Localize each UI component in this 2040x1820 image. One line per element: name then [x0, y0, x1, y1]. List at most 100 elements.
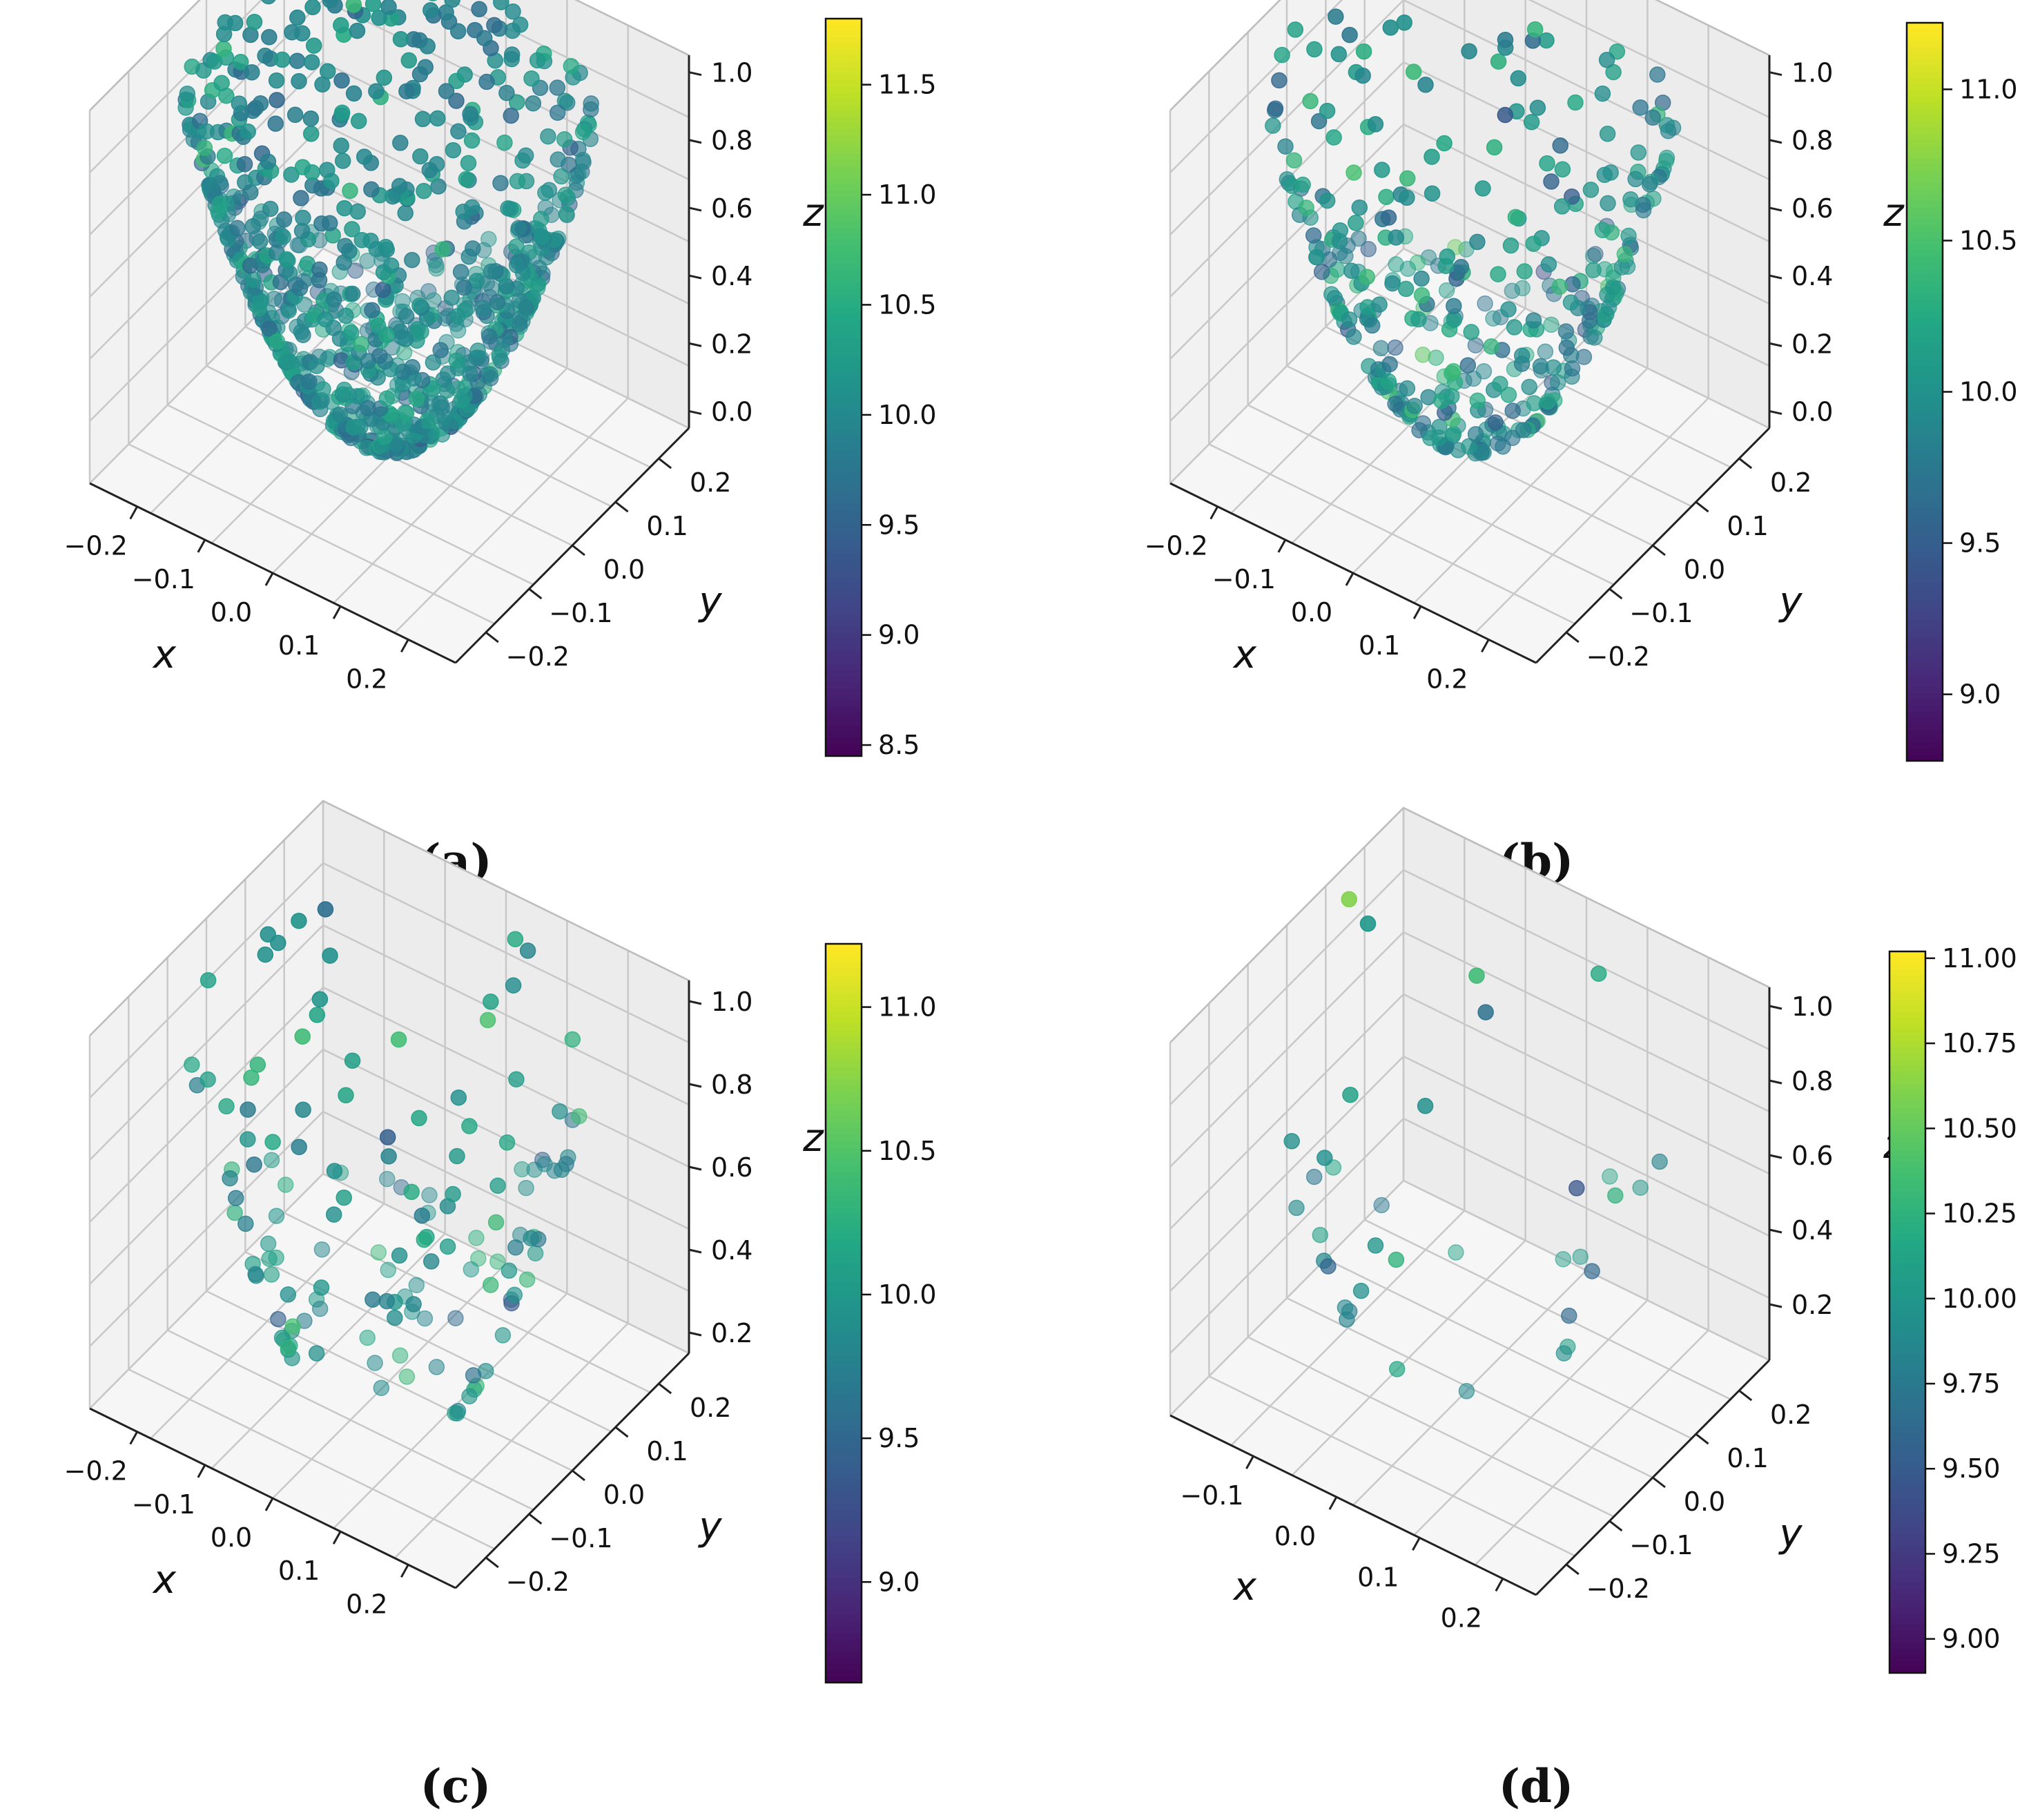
y-tick-label: −0.1 — [549, 598, 612, 628]
colorbar-segment — [826, 1141, 862, 1148]
colorbar-segment — [826, 583, 862, 591]
scatter-point — [212, 175, 229, 191]
scatter-point — [283, 166, 300, 183]
scatter-point — [284, 1318, 301, 1335]
colorbar-segment — [826, 338, 862, 345]
scatter-point — [507, 1239, 524, 1256]
z-tick — [688, 1165, 702, 1171]
colorbar-segment — [1907, 755, 1943, 762]
scatter-point — [263, 1266, 280, 1283]
scatter-point — [242, 184, 259, 201]
scatter-point — [1529, 99, 1546, 116]
scatter-point — [1490, 266, 1506, 282]
scatter-point — [523, 1230, 539, 1247]
colorbar-segment — [1890, 1137, 1925, 1145]
scatter-point — [1341, 26, 1358, 43]
colorbar-segment — [1907, 269, 1943, 276]
y-tick — [485, 1556, 499, 1569]
scatter-point — [443, 289, 460, 306]
scatter-point — [397, 204, 414, 222]
colorbar-segment — [826, 670, 862, 677]
colorbar-segment — [826, 1498, 862, 1505]
colorbar-segment — [826, 980, 862, 988]
y-tick — [528, 588, 543, 600]
x-tick-label: 0.2 — [346, 1589, 387, 1619]
scatter-point — [1554, 161, 1571, 178]
colorbar-segment — [826, 454, 862, 462]
x-tick — [1412, 1537, 1421, 1551]
colorbar-segment — [1907, 594, 1943, 602]
z-tick-label: 0.4 — [711, 1235, 752, 1266]
scatter-point — [1265, 117, 1281, 134]
colorbar-tick-label: 11.5 — [878, 70, 937, 100]
colorbar-segment — [1890, 1504, 1925, 1511]
z-tick — [688, 1248, 702, 1254]
colorbar-segment — [826, 147, 862, 155]
colorbar-segment — [1907, 558, 1943, 565]
y-tick-label: 0.2 — [1770, 1400, 1811, 1430]
colorbar-segment — [1907, 281, 1943, 288]
scatter-point — [1543, 173, 1560, 190]
scatter-point — [211, 195, 229, 213]
colorbar-segment — [1890, 1354, 1925, 1361]
scatter-point — [1590, 965, 1607, 982]
colorbar-segment — [826, 356, 862, 364]
scatter-point — [1352, 1282, 1370, 1299]
colorbar-segment — [1890, 1378, 1925, 1385]
scatter-point — [280, 352, 297, 369]
scatter-point — [231, 95, 248, 112]
scatter-point — [1594, 85, 1611, 102]
scatter-point — [1649, 66, 1666, 83]
grid-line — [1364, 1219, 1731, 1400]
colorbar-segment — [826, 737, 862, 744]
y-tick — [658, 1382, 672, 1395]
colorbar-segment — [1907, 195, 1943, 202]
colorbar-segment — [826, 1387, 862, 1394]
scatter-point — [1287, 21, 1304, 38]
colorbar-segment — [826, 1264, 862, 1271]
scatter-point — [1504, 282, 1521, 300]
panel-d: −0.10.00.10.2−0.2−0.10.00.10.20.20.40.60… — [1169, 806, 1905, 1633]
colorbar-segment — [1890, 1156, 1925, 1163]
scatter-point — [364, 302, 380, 318]
scatter-point — [405, 1296, 422, 1313]
scatter-point — [1399, 380, 1416, 397]
colorbar-segment — [826, 1375, 862, 1382]
scatter-point — [309, 1007, 326, 1023]
colorbar-segment — [826, 1473, 862, 1480]
colorbar-segment — [826, 412, 862, 419]
colorbar-segment — [1890, 1101, 1925, 1109]
scatter-point — [450, 123, 467, 139]
scatter-point — [1325, 129, 1342, 146]
scatter-point — [483, 263, 500, 280]
colorbar-segment — [826, 1110, 862, 1117]
scatter-point — [1267, 100, 1284, 117]
colorbar-segment — [1890, 1252, 1925, 1259]
scatter-point — [333, 104, 351, 121]
scatter-point — [347, 262, 364, 279]
scatter-point — [367, 1355, 383, 1371]
scatter-point — [398, 308, 415, 325]
x-tick — [197, 539, 206, 553]
scatter-point — [1585, 262, 1602, 278]
y-tick-label: 0.0 — [1684, 1487, 1725, 1517]
scatter-point — [1298, 200, 1314, 216]
scatter-point — [1510, 70, 1527, 87]
scatter-point — [411, 1110, 427, 1127]
colorbar-segment — [826, 1023, 862, 1031]
y-tick-label: 0.1 — [1727, 1443, 1768, 1473]
scatter-point — [408, 390, 425, 407]
scatter-point — [249, 1056, 266, 1073]
colorbar-segment — [826, 61, 862, 68]
scatter-point — [338, 307, 354, 325]
z-tick — [1769, 139, 1782, 144]
scatter-point — [1388, 256, 1404, 273]
scatter-point — [1319, 102, 1336, 119]
scatter-point — [353, 336, 370, 353]
scatter-point — [493, 0, 509, 10]
y-tick — [1609, 1520, 1623, 1532]
y-tick — [1695, 501, 1709, 513]
y-tick — [1738, 1389, 1753, 1402]
colorbar-segment — [1907, 626, 1943, 632]
scatter-point — [232, 54, 249, 70]
